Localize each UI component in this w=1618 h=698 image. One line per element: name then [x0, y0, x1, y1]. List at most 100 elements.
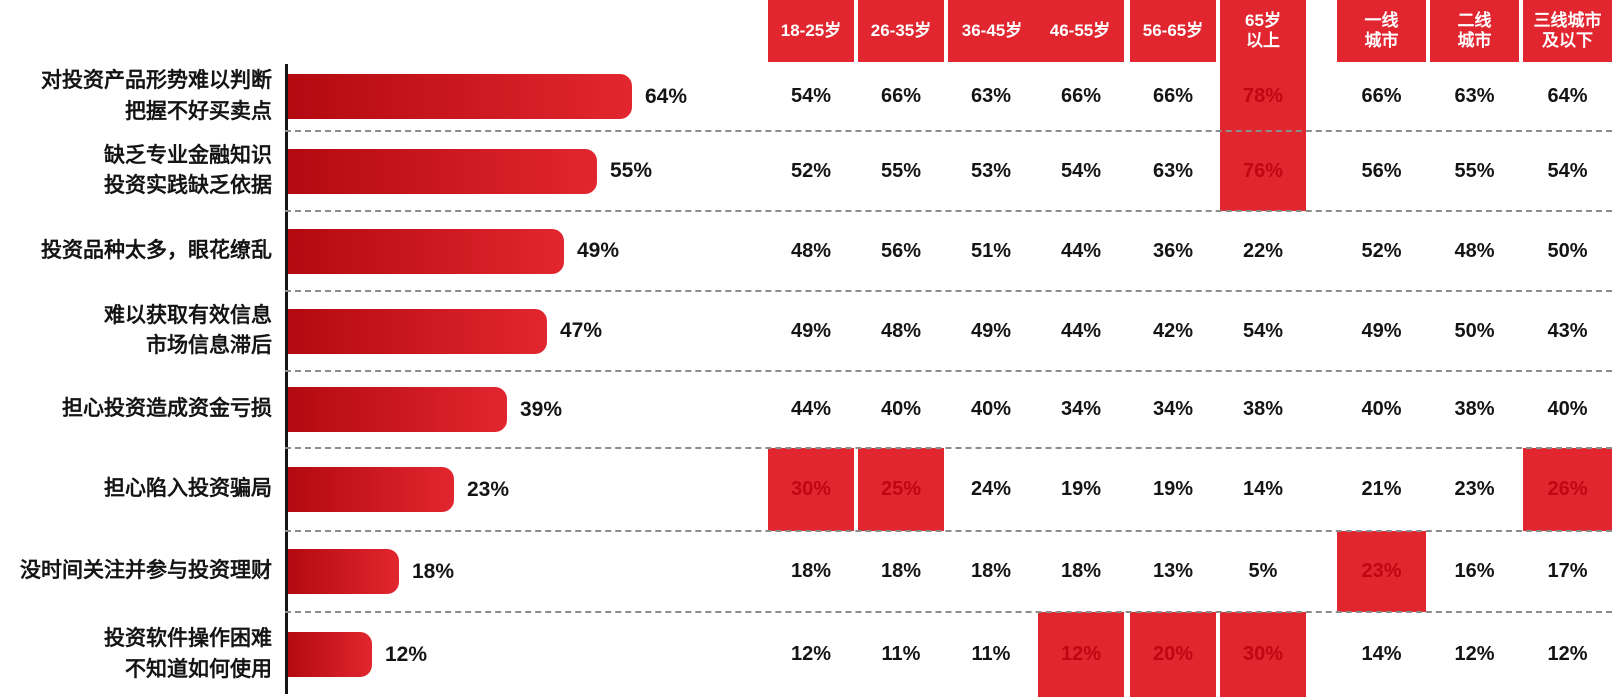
city-cell: 21%: [1361, 478, 1402, 500]
age-cell: 44%: [790, 398, 832, 420]
bar-value-label: 23%: [467, 477, 510, 501]
city-cell: 12%: [1454, 643, 1495, 665]
row-label-line: 没时间关注并参与投资理财: [20, 559, 272, 583]
row-label-line: 投资品种太多，眼花缭乱: [41, 238, 272, 262]
bar: [287, 632, 372, 677]
row-label-line: 担心投资造成资金亏损: [62, 397, 272, 421]
city-cell: 14%: [1361, 643, 1402, 665]
age-cell: 11%: [971, 643, 1011, 665]
row-label-line: 市场信息滞后: [146, 334, 272, 357]
city-cell: 26%: [1523, 448, 1612, 531]
age-cell: 55%: [880, 159, 922, 182]
row-label: 缺乏专业金融知识 投资实践缺乏依据: [0, 131, 272, 211]
city-cell: 50%: [1547, 239, 1588, 262]
bar-value-label: 47%: [560, 319, 603, 342]
age-cell: 78%: [1220, 62, 1306, 131]
row-label: 投资品种太多，眼花缭乱: [0, 211, 272, 291]
age-cell: 11%: [881, 643, 921, 665]
bar-value-label: 18%: [412, 559, 455, 583]
city-cell: 16%: [1454, 560, 1495, 582]
bar-value-label: 39%: [520, 397, 563, 421]
bar: [287, 549, 399, 594]
age-cell: 13%: [1152, 560, 1194, 582]
bar: [287, 148, 597, 194]
city-cell: 66%: [1361, 85, 1402, 107]
age-header-label-4: 46-55岁: [1049, 21, 1111, 41]
age-header-label-3: 36-45岁: [961, 21, 1023, 41]
bar-value-label: 12%: [385, 642, 428, 666]
row-label: 难以获取有效信息市场信息滞后: [0, 291, 272, 371]
row-label: 担心投资造成资金亏损: [0, 371, 272, 448]
age-cell: 14%: [1242, 478, 1284, 500]
age-cell: 54%: [790, 85, 832, 107]
city-header-3: 三线城市 及以下: [1523, 0, 1612, 62]
bar: [287, 467, 454, 512]
age-cell: 44%: [1060, 319, 1102, 342]
row-separator: [285, 447, 1612, 449]
city-cell: 63%: [1454, 85, 1495, 107]
age-header-3: 36-45岁 46-55岁: [948, 0, 1124, 62]
city-header-2: 二线 城市: [1430, 0, 1519, 62]
age-cell: 40%: [880, 398, 922, 420]
city-cell: 48%: [1454, 239, 1495, 262]
age-cell: 18%: [1060, 560, 1102, 582]
age-cell: 24%: [970, 478, 1012, 500]
age-cell: 19%: [1060, 478, 1102, 500]
age-cell: 66%: [1060, 85, 1102, 107]
row-label-line: 投资软件操作困难: [104, 627, 272, 651]
age-cell: 5%: [1248, 560, 1278, 582]
row-separator: [285, 370, 1612, 372]
row-label-line: 对投资产品形势难以判断: [41, 69, 272, 93]
city-cell: 40%: [1547, 398, 1588, 420]
age-cell: 51%: [970, 239, 1012, 262]
age-cell: 40%: [970, 398, 1012, 420]
row-separator: [285, 210, 1612, 212]
bar: [287, 74, 632, 119]
age-cell: 30%: [1220, 612, 1306, 697]
age-cell: 20%: [1130, 612, 1216, 697]
row-label-line: 投资实践缺乏依据: [104, 174, 272, 197]
age-cell: 25%: [858, 448, 944, 531]
age-cell: 44%: [1060, 239, 1102, 262]
bar: [287, 228, 564, 274]
row-separator: [285, 290, 1612, 292]
row-separator: [285, 530, 1612, 532]
row-label: 担心陷入投资骗局: [0, 448, 272, 531]
bar-value-label: 49%: [577, 239, 620, 262]
age-cell: 48%: [880, 319, 922, 342]
age-header-5: 56-65岁: [1130, 0, 1216, 62]
y-axis-line: [285, 64, 288, 694]
bar-value-label: 55%: [610, 159, 653, 182]
city-cell: 43%: [1547, 319, 1588, 342]
age-header-1: 18-25岁: [768, 0, 854, 62]
age-cell: 36%: [1152, 239, 1194, 262]
age-header-2: 26-35岁: [858, 0, 944, 62]
bar: [287, 387, 507, 432]
city-cell: 12%: [1547, 643, 1588, 665]
age-cell: 22%: [1242, 239, 1284, 262]
city-cell: 56%: [1361, 159, 1402, 182]
city-header-1: 一线 城市: [1337, 0, 1426, 62]
city-cell: 52%: [1361, 239, 1402, 262]
age-header-6: 65岁 以上: [1220, 0, 1306, 62]
age-cell: 76%: [1220, 131, 1306, 211]
age-cell: 66%: [1152, 85, 1194, 107]
age-cell: 56%: [880, 239, 922, 262]
row-separator: [285, 611, 1612, 613]
row-label-line: 难以获取有效信息: [104, 303, 272, 327]
city-cell: 54%: [1547, 159, 1588, 182]
age-cell: 63%: [970, 85, 1012, 107]
city-cell: 50%: [1454, 319, 1495, 342]
bar: [287, 308, 547, 354]
age-cell: 18%: [790, 560, 832, 582]
row-label: 投资软件操作困难 不知道如何使用: [0, 612, 272, 697]
age-cell: 48%: [790, 239, 832, 262]
city-cell: 55%: [1454, 159, 1495, 182]
age-cell: 34%: [1060, 398, 1102, 420]
age-cell: 34%: [1152, 398, 1194, 420]
age-cell: 38%: [1242, 398, 1284, 420]
age-cell: 42%: [1152, 319, 1194, 342]
age-cell: 63%: [1152, 159, 1194, 182]
bar-value-label: 64%: [645, 84, 688, 108]
